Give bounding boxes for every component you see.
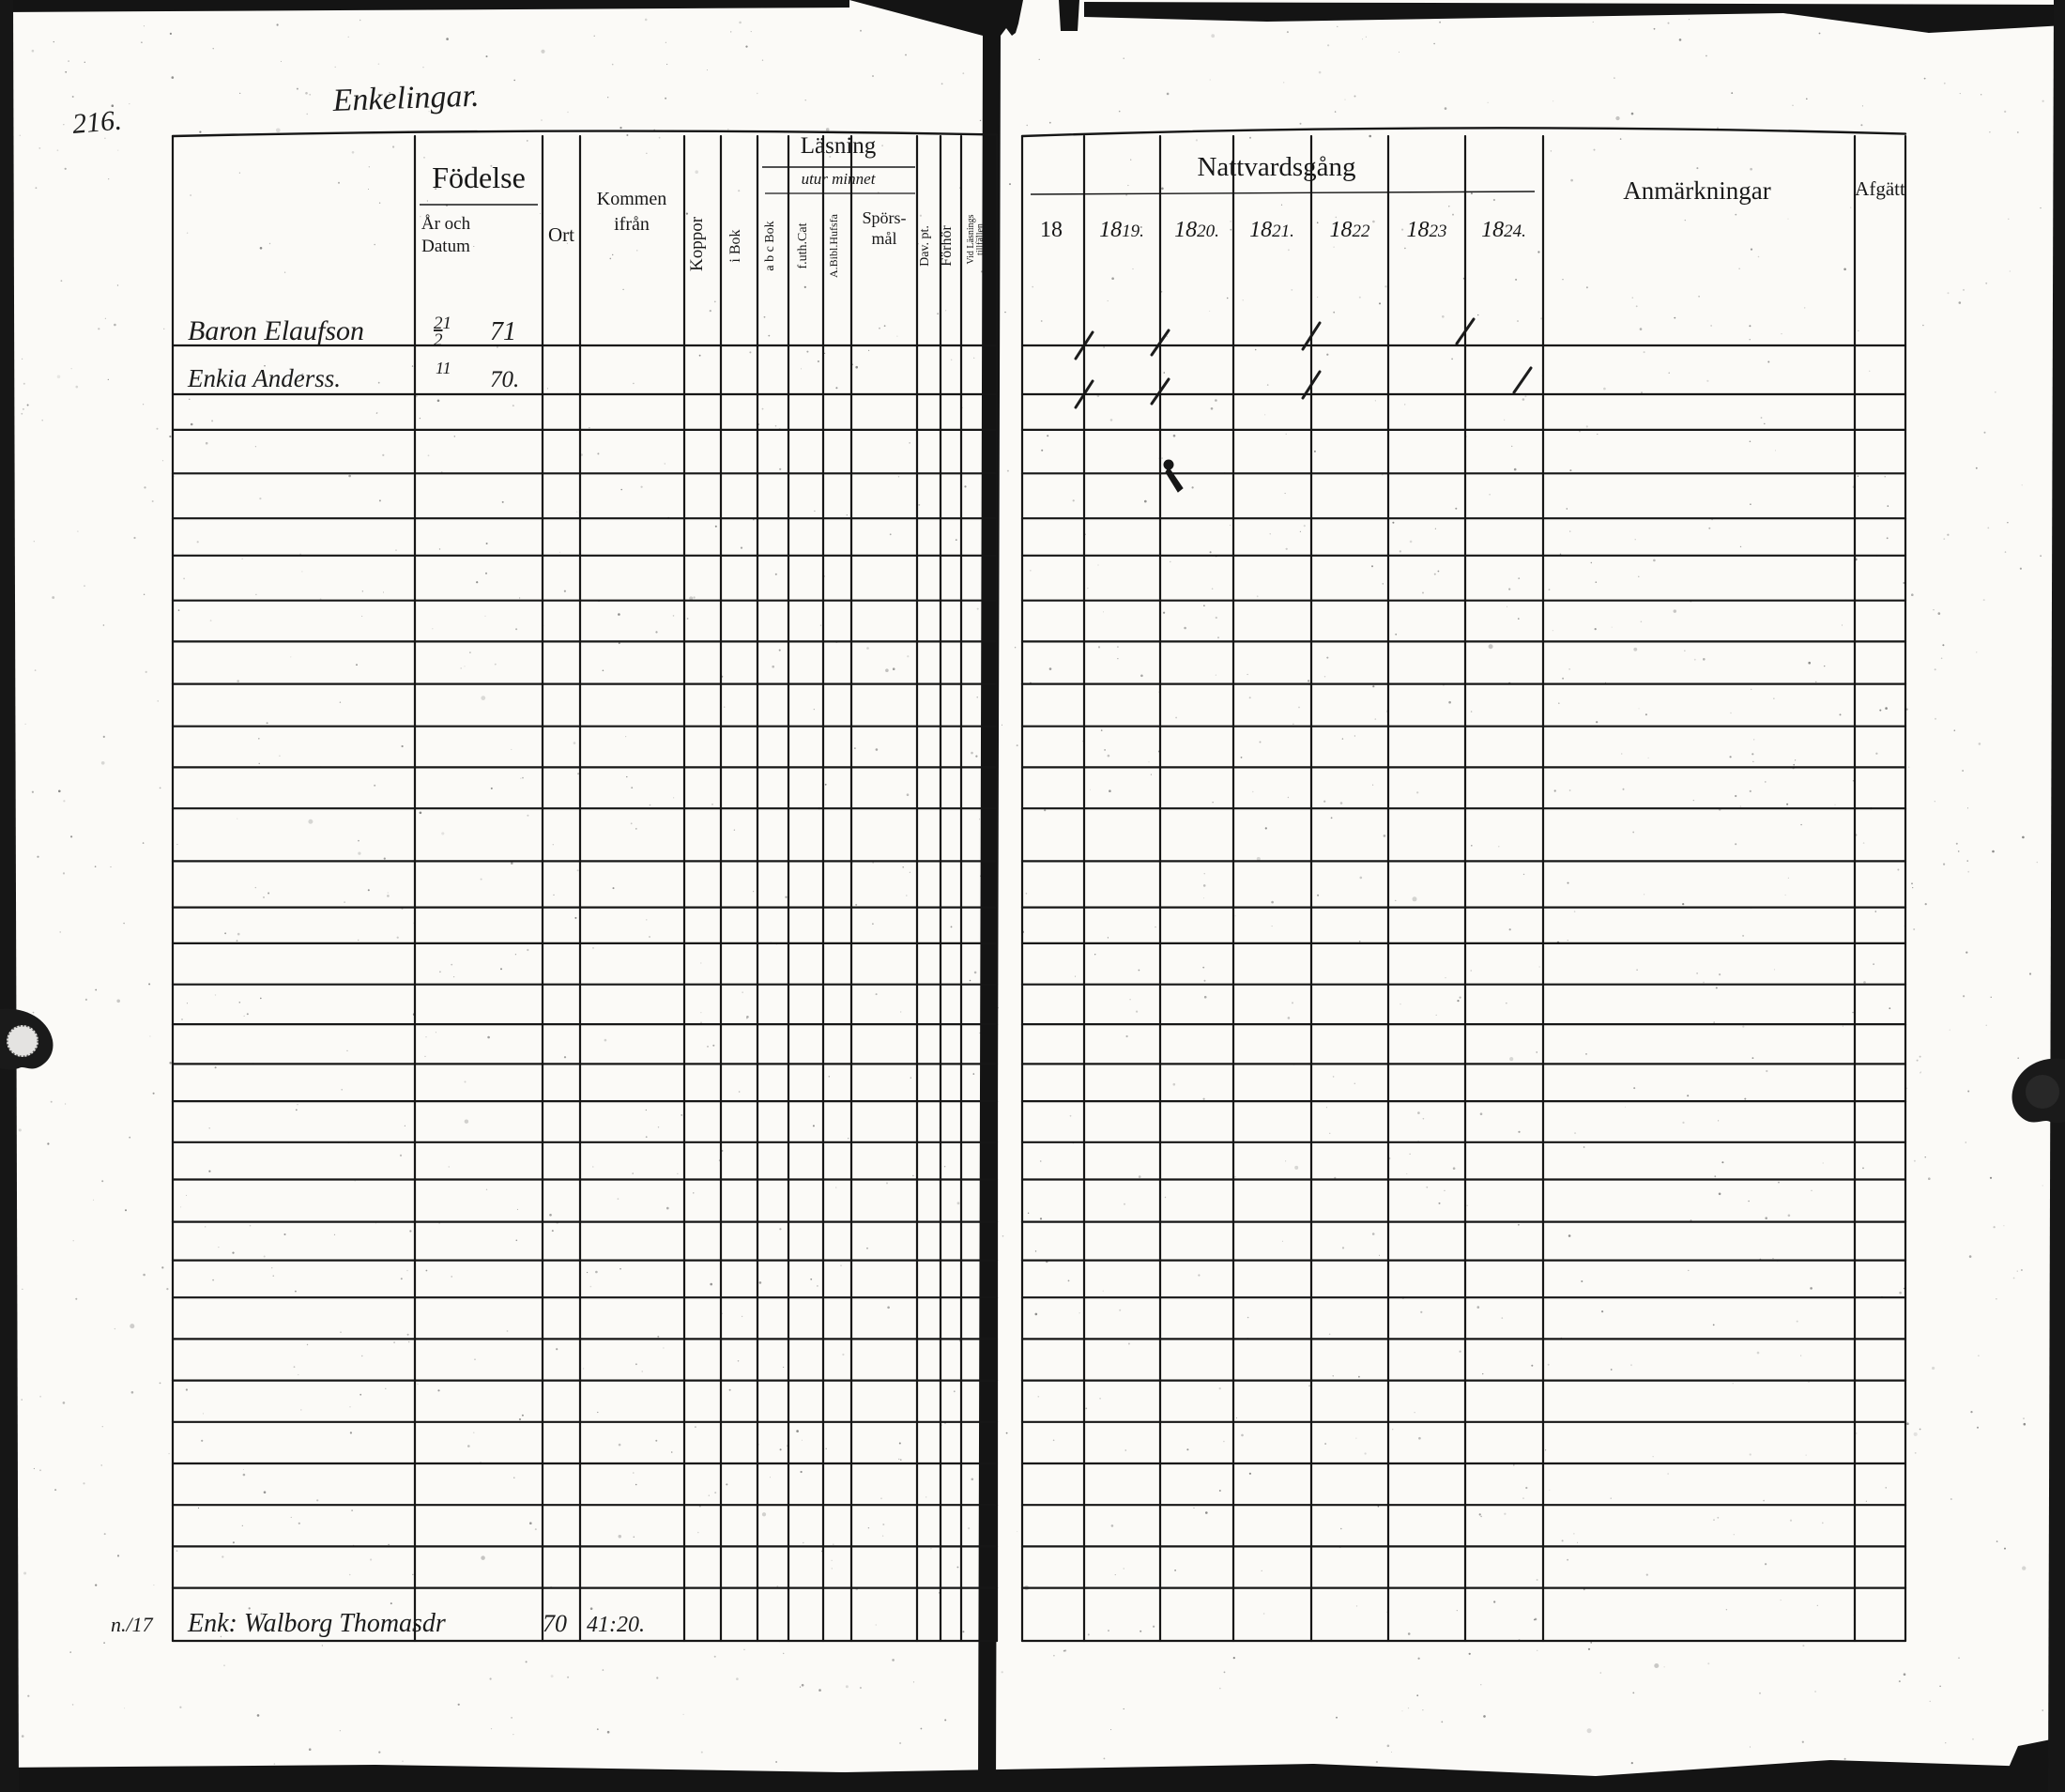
svg-text:71: 71	[490, 317, 516, 346]
svg-text:Spörs-: Spörs-	[862, 208, 906, 227]
svg-text:1822: 1822	[1330, 218, 1371, 242]
svg-text:utur minnet: utur minnet	[802, 170, 877, 188]
svg-text:Läsning: Läsning	[801, 133, 877, 159]
svg-text:f.uth.Cat: f.uth.Cat	[796, 222, 810, 268]
svg-text:Nattvardsgång: Nattvardsgång	[1197, 152, 1355, 182]
svg-text:Ort: Ort	[548, 223, 574, 246]
svg-text:A.Bibl.Hufsfa: A.Bibl.Hufsfa	[827, 213, 840, 278]
svg-text:1820.: 1820.	[1174, 218, 1219, 242]
svg-text:n./17: n./17	[111, 1613, 154, 1636]
svg-text:216.: 216.	[71, 105, 123, 140]
svg-text:1824.: 1824.	[1481, 218, 1526, 242]
svg-text:Dav. pt.: Dav. pt.	[918, 225, 932, 267]
svg-text:År och: År och	[421, 214, 471, 234]
svg-text:Födelse: Födelse	[432, 161, 526, 194]
svg-text:a b c Bok: a b c Bok	[763, 221, 777, 270]
svg-text:Datum: Datum	[421, 237, 470, 256]
svg-text:70: 70	[543, 1610, 567, 1637]
svg-text:tillfällen: tillfällen	[975, 223, 986, 255]
svg-text:11: 11	[436, 359, 451, 377]
svg-text:1821.: 1821.	[1249, 218, 1294, 242]
svg-text:Enkia Anderss.: Enkia Anderss.	[187, 364, 341, 392]
svg-text:1823: 1823	[1407, 218, 1447, 242]
svg-text:mål: mål	[872, 229, 897, 248]
svg-text:41:20.: 41:20.	[587, 1613, 645, 1637]
svg-text:Afgätt: Afgätt	[1855, 177, 1905, 200]
svg-text:70.: 70.	[490, 367, 519, 392]
svg-text:Koppor: Koppor	[687, 216, 707, 271]
svg-text:2: 2	[434, 330, 443, 350]
svg-text:Enkelingar.: Enkelingar.	[331, 79, 480, 118]
svg-text:18: 18	[1040, 218, 1063, 242]
svg-text:Enk: Walborg Thomasdr: Enk: Walborg Thomasdr	[187, 1609, 446, 1638]
svg-text:Anmärkningar: Anmärkningar	[1623, 176, 1770, 205]
svg-text:Baron Elaufson: Baron Elaufson	[188, 315, 364, 346]
svg-text:1819.: 1819.	[1099, 218, 1144, 242]
svg-text:i Bok: i Bok	[727, 229, 743, 262]
svg-text:Kommen: Kommen	[597, 189, 666, 209]
svg-text:ifrån: ifrån	[614, 214, 650, 235]
